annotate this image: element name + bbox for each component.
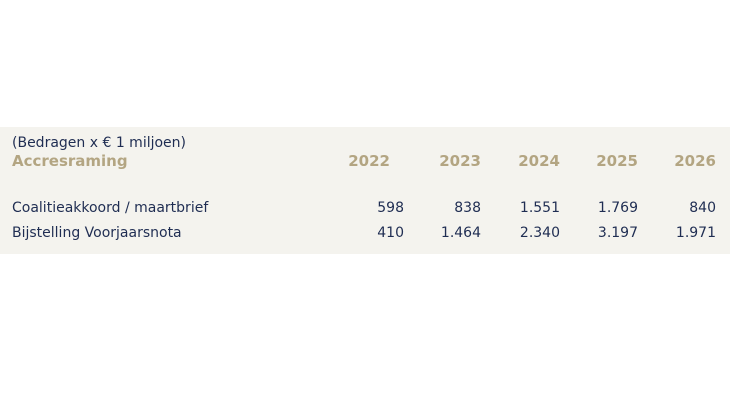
table-caption: (Bedragen x € 1 miljoen): [12, 135, 186, 151]
year-header: 2024: [518, 152, 560, 170]
table-cell: 3.197: [597, 225, 638, 241]
table-title: Accresraming: [12, 152, 128, 170]
year-header: 2025: [596, 152, 638, 170]
table-cell: 838: [454, 200, 481, 216]
table-cell: 1.769: [597, 200, 638, 216]
table-cell: 1.971: [675, 225, 716, 241]
row-label: Coalitieakkoord / maartbrief: [12, 200, 209, 216]
year-header: 2026: [674, 152, 716, 170]
accres-table: (Bedragen x € 1 miljoen) Accresraming 20…: [0, 127, 730, 254]
table-cell: 1.464: [440, 225, 481, 241]
table-cell: 598: [377, 200, 404, 216]
table-cell: 840: [689, 200, 716, 216]
row-label: Bijstelling Voorjaarsnota: [12, 225, 182, 241]
table-cell: 2.340: [519, 225, 560, 241]
table-cell: 1.551: [519, 200, 560, 216]
year-header: 2023: [439, 152, 481, 170]
table-cell: 410: [377, 225, 404, 241]
year-header: 2022: [348, 152, 390, 170]
